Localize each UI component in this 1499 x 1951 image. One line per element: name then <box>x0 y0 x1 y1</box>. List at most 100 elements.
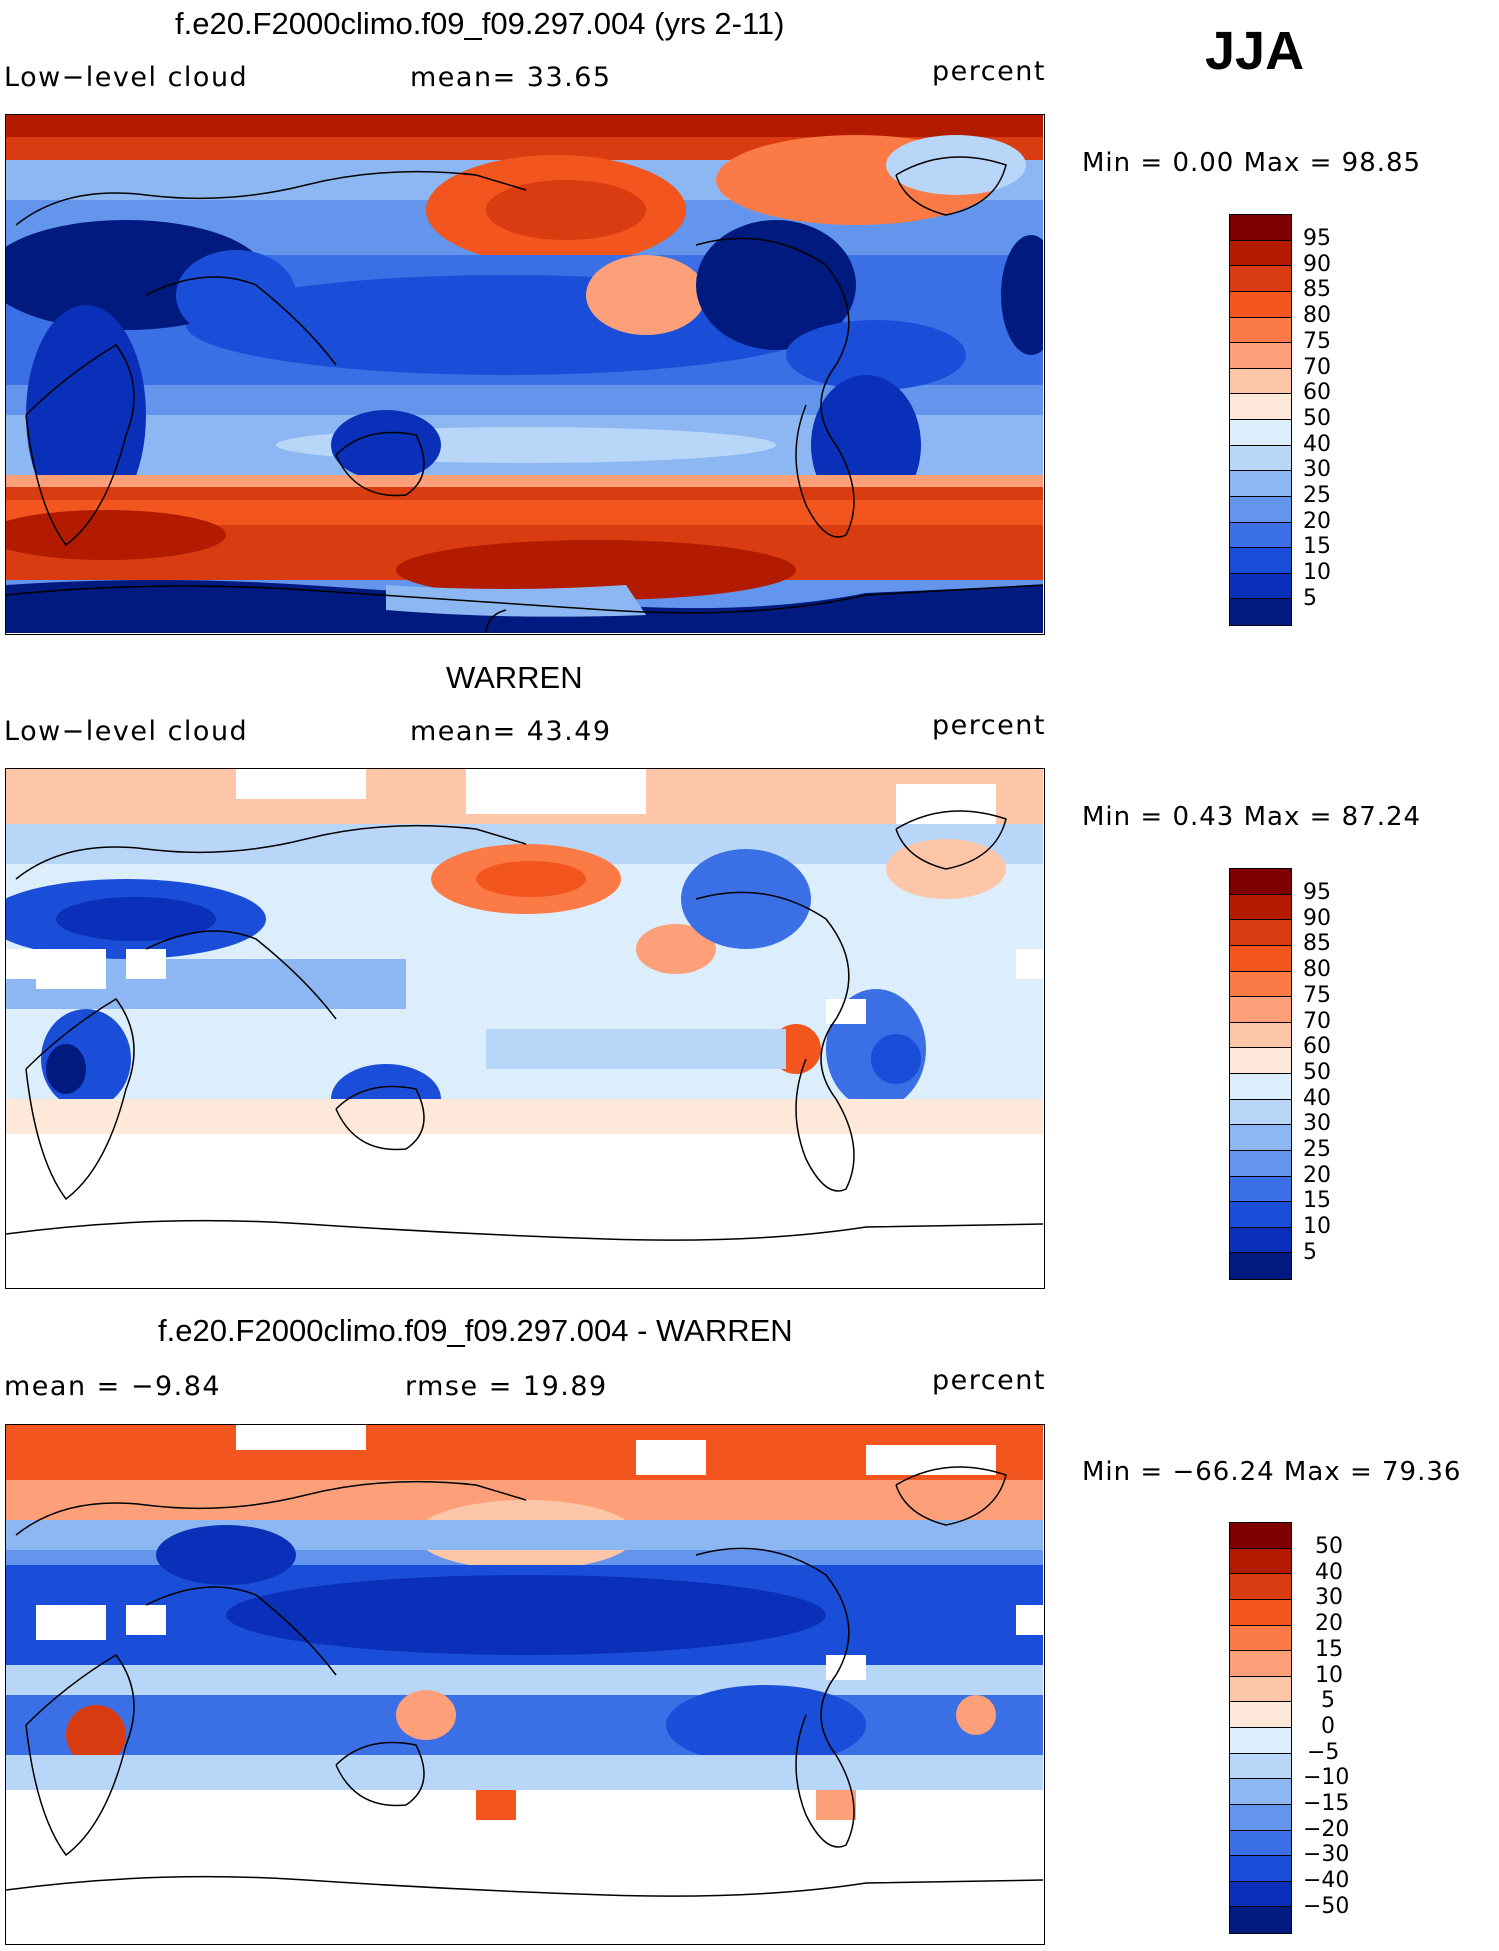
colorbar-tick-label: 20 <box>1303 1163 1331 1188</box>
colorbar-tick-label: 10 <box>1315 1663 1343 1688</box>
panel-model-title: f.e20.F2000climo.f09_f09.297.004 (yrs 2-… <box>175 6 785 41</box>
panel-diff-colorbar-ticks: 50 40 30 20 15 10 5 0 −5 −10 −15 −20 −30… <box>1303 1522 1393 1934</box>
colorbar-swatch <box>1230 394 1291 420</box>
panel-diff-colorbar <box>1229 1522 1292 1934</box>
colorbar-swatch <box>1230 445 1291 472</box>
colorbar-tick-label: −5 <box>1307 1740 1340 1765</box>
panel-diff-mean-label: mean = −9.84 <box>4 1371 222 1402</box>
panel-obs-colorbar <box>1229 868 1292 1280</box>
panel-model-mean-label: mean= 33.65 <box>410 62 612 93</box>
colorbar-tick-label: −30 <box>1303 1842 1350 1867</box>
colorbar-tick-label: 40 <box>1303 1086 1331 1111</box>
colorbar-swatch <box>1230 1548 1291 1575</box>
colorbar-tick-label: 50 <box>1303 1060 1331 1085</box>
colorbar-swatch <box>1230 869 1291 895</box>
colorbar-tick-label: 15 <box>1303 534 1331 559</box>
colorbar-swatch <box>1230 573 1291 600</box>
colorbar-tick-label: 25 <box>1303 483 1331 508</box>
colorbar-tick-label: −20 <box>1303 1817 1350 1842</box>
panel-model-units-label: percent <box>932 56 1046 87</box>
colorbar-tick-label: −15 <box>1303 1791 1350 1816</box>
colorbar-tick-label: 40 <box>1315 1560 1343 1585</box>
panel-diff-rmse-label: rmse = 19.89 <box>405 1371 608 1402</box>
colorbar-tick-label: 90 <box>1303 252 1331 277</box>
colorbar-tick-label: 5 <box>1321 1688 1335 1713</box>
colorbar-tick-label: 20 <box>1315 1611 1343 1636</box>
panel-diff-title: f.e20.F2000climo.f09_f09.297.004 - WARRE… <box>158 1313 793 1348</box>
panel-model-map <box>5 114 1045 635</box>
colorbar-tick-label: 85 <box>1303 277 1331 302</box>
colorbar-swatch <box>1230 368 1291 395</box>
colorbar-swatch <box>1230 420 1291 446</box>
panel-diff-minmax: Min = −66.24 Max = 79.36 <box>1082 1457 1462 1487</box>
colorbar-swatch <box>1230 317 1291 344</box>
colorbar-swatch <box>1230 1830 1291 1857</box>
colorbar-swatch <box>1230 240 1291 267</box>
colorbar-tick-label: 80 <box>1303 957 1331 982</box>
colorbar-tick-label: 25 <box>1303 1137 1331 1162</box>
colorbar-tick-label: 50 <box>1315 1534 1343 1559</box>
panel-obs-map <box>5 768 1045 1289</box>
colorbar-tick-label: 80 <box>1303 303 1331 328</box>
colorbar-swatch <box>1230 1074 1291 1100</box>
panel-obs-units-label: percent <box>932 710 1046 741</box>
colorbar-swatch <box>1230 1625 1291 1652</box>
colorbar-swatch <box>1230 522 1291 549</box>
colorbar-swatch <box>1230 1907 1291 1933</box>
panel-diff-units-label: percent <box>932 1365 1046 1396</box>
colorbar-swatch <box>1230 1048 1291 1074</box>
colorbar-tick-label: 30 <box>1315 1585 1343 1610</box>
colorbar-swatch <box>1230 215 1291 241</box>
colorbar-tick-label: 95 <box>1303 880 1331 905</box>
colorbar-swatch <box>1230 496 1291 523</box>
colorbar-tick-label: 75 <box>1303 983 1331 1008</box>
colorbar-swatch <box>1230 1881 1291 1908</box>
colorbar-tick-label: 70 <box>1303 1009 1331 1034</box>
colorbar-swatch <box>1230 266 1291 292</box>
colorbar-tick-label: 85 <box>1303 931 1331 956</box>
season-label: JJA <box>1205 21 1305 81</box>
colorbar-swatch <box>1230 343 1291 369</box>
colorbar-tick-label: 5 <box>1303 1240 1317 1265</box>
colorbar-swatch <box>1230 971 1291 998</box>
colorbar-swatch <box>1230 1804 1291 1831</box>
colorbar-tick-label: −10 <box>1303 1765 1350 1790</box>
colorbar-swatch <box>1230 599 1291 625</box>
colorbar-tick-label: 20 <box>1303 509 1331 534</box>
colorbar-swatch <box>1230 1676 1291 1703</box>
colorbar-swatch <box>1230 1150 1291 1177</box>
colorbar-swatch <box>1230 1125 1291 1151</box>
panel-obs-variable-label: Low−level cloud <box>4 716 249 747</box>
colorbar-tick-label: 60 <box>1303 1034 1331 1059</box>
colorbar-tick-label: 10 <box>1303 1214 1331 1239</box>
colorbar-swatch <box>1230 291 1291 318</box>
colorbar-swatch <box>1230 1202 1291 1228</box>
colorbar-swatch <box>1230 1574 1291 1600</box>
colorbar-tick-label: 15 <box>1303 1188 1331 1213</box>
panel-obs-mean-label: mean= 43.49 <box>410 716 612 747</box>
panel-obs-title: WARREN <box>446 660 583 695</box>
colorbar-tick-label: 95 <box>1303 226 1331 251</box>
panel-model-map-svg <box>6 115 1043 633</box>
colorbar-tick-label: 50 <box>1303 406 1331 431</box>
colorbar-swatch <box>1230 945 1291 972</box>
colorbar-swatch <box>1230 1753 1291 1780</box>
colorbar-swatch <box>1230 894 1291 921</box>
colorbar-tick-label: 5 <box>1303 586 1317 611</box>
panel-diff-map <box>5 1424 1045 1945</box>
panel-model-colorbar-ticks: 95 90 85 80 75 70 60 50 40 30 25 20 15 1… <box>1303 214 1383 626</box>
colorbar-tick-label: 0 <box>1321 1714 1335 1739</box>
colorbar-tick-label: 15 <box>1315 1637 1343 1662</box>
colorbar-swatch <box>1230 1227 1291 1254</box>
colorbar-swatch <box>1230 1702 1291 1728</box>
panel-model-minmax: Min = 0.00 Max = 98.85 <box>1082 148 1422 178</box>
colorbar-swatch <box>1230 1728 1291 1754</box>
colorbar-tick-label: 90 <box>1303 906 1331 931</box>
colorbar-swatch <box>1230 1599 1291 1626</box>
colorbar-tick-label: 40 <box>1303 432 1331 457</box>
panel-model-colorbar <box>1229 214 1292 626</box>
colorbar-swatch <box>1230 1523 1291 1549</box>
colorbar-swatch <box>1230 997 1291 1023</box>
colorbar-tick-label: 70 <box>1303 355 1331 380</box>
colorbar-swatch <box>1230 1651 1291 1677</box>
